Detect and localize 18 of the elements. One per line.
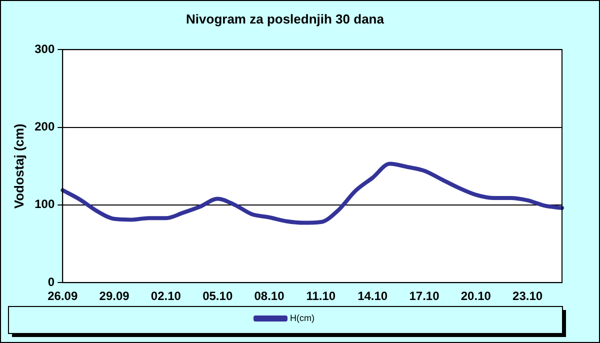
x-tick-label: 11.10 [306, 289, 336, 304]
x-tick-label: 14.10 [358, 289, 388, 304]
y-axis-title: Vodostaj (cm) [11, 124, 26, 209]
x-tick-label: 29.09 [99, 289, 130, 304]
chart-title: Nivogram za poslednjih 30 dana [186, 11, 385, 26]
x-tick-label: 23.10 [512, 289, 543, 304]
x-tick-label: 17.10 [409, 289, 440, 304]
y-tick-label: 100 [34, 197, 55, 212]
x-tick-label: 02.10 [150, 289, 182, 304]
x-tick-label: 05.10 [202, 289, 233, 304]
x-tick-label: 20.10 [460, 289, 492, 304]
line-series [60, 162, 564, 225]
y-tick-label: 0 [48, 274, 55, 289]
y-tick-label: 300 [34, 42, 55, 56]
x-tick-label: 08.10 [254, 289, 285, 304]
y-tick-label: 200 [34, 120, 55, 134]
legend-label: H(cm) [290, 312, 315, 323]
x-tick-label: 26.09 [48, 289, 78, 304]
